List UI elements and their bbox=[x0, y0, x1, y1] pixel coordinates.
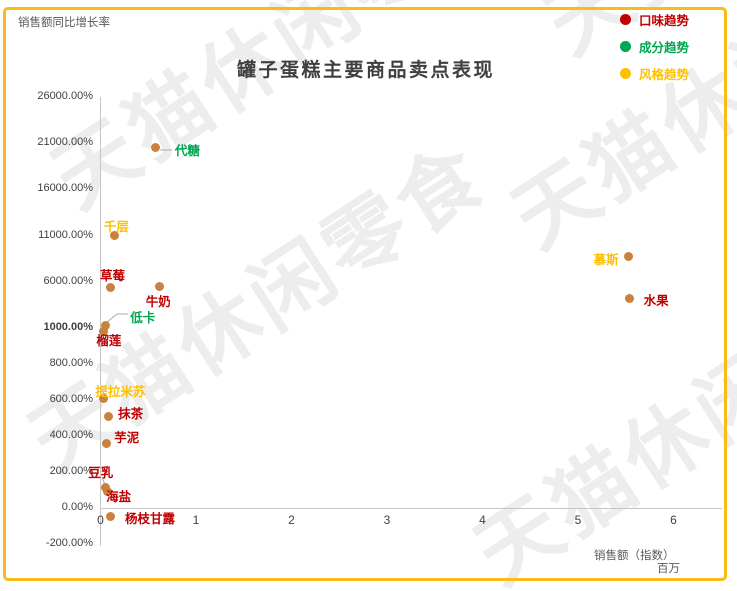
chart-title: 罐子蛋糕主要商品卖点表现 bbox=[237, 60, 496, 81]
y-tick-label: 400.00% bbox=[49, 429, 93, 441]
legend-label: 成分趋势 bbox=[639, 41, 690, 55]
x-axis-unit-label: 百万 bbox=[657, 563, 680, 575]
data-point-label: 草莓 bbox=[100, 269, 126, 284]
data-point-抹茶[interactable] bbox=[103, 411, 113, 421]
x-tick-label: 3 bbox=[383, 513, 391, 527]
y-tick-label: 0.00% bbox=[61, 501, 93, 513]
data-point-label: 牛奶 bbox=[145, 295, 171, 310]
y-tick-label: 6000.00% bbox=[43, 274, 93, 287]
data-point-label: 豆乳 bbox=[88, 466, 114, 481]
data-point-label: 杨枝甘露 bbox=[125, 512, 176, 527]
legend-dot-icon bbox=[620, 68, 631, 79]
data-point-芋泥[interactable] bbox=[101, 438, 111, 448]
y-tick-label: 26000.00% bbox=[37, 90, 93, 102]
legend-label: 口味趋势 bbox=[639, 14, 690, 28]
data-point-榴莲[interactable] bbox=[98, 327, 108, 337]
legend-dot-icon bbox=[620, 41, 631, 52]
legend-item-ingredient[interactable]: 成分趋势 bbox=[620, 37, 689, 56]
y-axis-line bbox=[100, 97, 101, 546]
y-tick-label: 200.00% bbox=[49, 465, 93, 477]
y-tick-label: 21000.00% bbox=[37, 136, 93, 149]
y-tick-label: 800.00% bbox=[49, 357, 93, 369]
x-axis-line bbox=[100, 508, 722, 509]
y-tick-label: -200.00% bbox=[45, 537, 93, 549]
y-axis-title: 销售额同比增长率 bbox=[18, 17, 110, 29]
data-point-千层[interactable] bbox=[110, 231, 120, 241]
y-tick-label: 1000.00% bbox=[43, 321, 93, 333]
data-point-label: 慕斯 bbox=[593, 252, 619, 267]
data-point-慕斯[interactable] bbox=[624, 252, 634, 262]
watermark: 天猫休闲零食 bbox=[460, 240, 737, 591]
data-point-杨枝甘露[interactable] bbox=[105, 511, 115, 521]
data-point-label: 水果 bbox=[643, 294, 669, 309]
x-axis-title: 销售额（指数） bbox=[594, 550, 675, 562]
y-tick-label: 600.00% bbox=[49, 393, 93, 405]
watermark: 天猫休闲零食 bbox=[37, 0, 525, 226]
data-point-低卡[interactable] bbox=[100, 320, 110, 330]
legend-item-style[interactable]: 风格趋势 bbox=[620, 64, 689, 83]
y-tick-label: 16000.00% bbox=[37, 182, 93, 195]
legend-item-taste[interactable]: 口味趋势 bbox=[620, 10, 689, 29]
x-tick-label: 2 bbox=[288, 513, 295, 527]
data-point-label: 千层 bbox=[103, 219, 129, 234]
data-point-label: 芋泥 bbox=[114, 431, 140, 446]
data-point-提拉米苏[interactable] bbox=[98, 393, 108, 403]
data-point-label: 抹茶 bbox=[118, 407, 144, 422]
data-point-label: 代糖 bbox=[174, 143, 200, 158]
data-point-牛奶[interactable] bbox=[155, 281, 165, 291]
data-point-海盐[interactable] bbox=[102, 487, 112, 497]
x-tick-label: 4 bbox=[479, 513, 486, 527]
data-point-label: 低卡 bbox=[130, 311, 156, 326]
data-point-label: 榴莲 bbox=[96, 333, 122, 348]
data-point-label: 海盐 bbox=[106, 489, 132, 504]
legend: 口味趋势成分趋势风格趋势 bbox=[620, 10, 689, 91]
x-tick-label: 6 bbox=[670, 513, 677, 527]
x-tick-label: 0 bbox=[97, 513, 104, 527]
data-point-label: 提拉米苏 bbox=[95, 385, 146, 400]
data-point-水果[interactable] bbox=[625, 293, 635, 303]
legend-label: 风格趋势 bbox=[639, 68, 690, 82]
watermark: 天猫休闲零食 bbox=[497, 0, 737, 266]
data-point-代糖[interactable] bbox=[151, 143, 161, 153]
data-point-草莓[interactable] bbox=[105, 282, 115, 292]
x-tick-label: 1 bbox=[192, 513, 200, 527]
x-tick-label: 5 bbox=[574, 513, 582, 527]
legend-dot-icon bbox=[620, 14, 631, 25]
y-tick-label: 11000.00% bbox=[38, 228, 93, 241]
